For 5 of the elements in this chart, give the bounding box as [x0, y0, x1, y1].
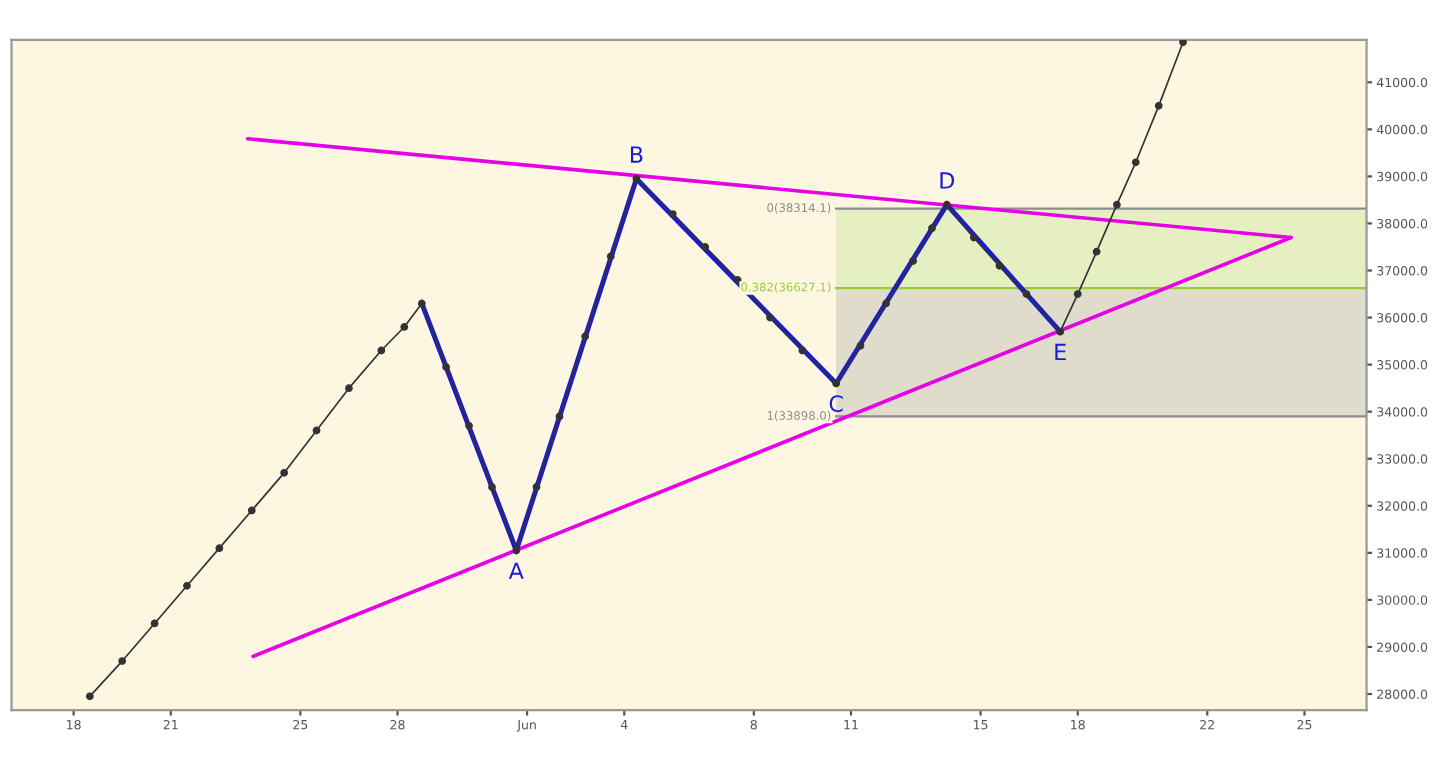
annotation: A: [508, 562, 524, 579]
annotation: E: [1055, 343, 1066, 361]
annotation: C: [829, 395, 843, 413]
annotation: D: [940, 172, 955, 189]
annotation: B: [630, 146, 643, 163]
